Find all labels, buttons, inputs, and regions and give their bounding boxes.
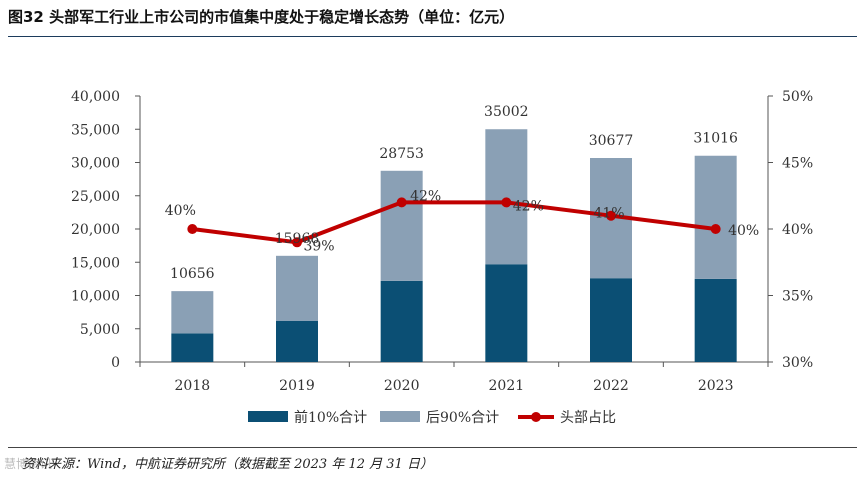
bar-rest90 [380, 170, 423, 281]
share-point [501, 197, 512, 208]
y-left-tick-label: 0 [111, 355, 120, 371]
y-right-tick-label: 50% [782, 89, 813, 105]
share-point [606, 210, 616, 221]
share-label: 40% [165, 203, 196, 219]
y-left-tick-label: 5,000 [80, 322, 120, 338]
bar-rest90 [171, 291, 214, 334]
bar-total-label: 31016 [693, 131, 738, 147]
y-right-tick-label: 30% [782, 355, 813, 371]
bar-total-label: 28753 [379, 146, 424, 162]
y-left-tick-label: 20,000 [71, 222, 120, 238]
y-right-tick-label: 45% [782, 156, 813, 172]
y-left-tick-label: 15,000 [71, 255, 120, 271]
share-point [710, 224, 721, 234]
bar-rest90 [485, 129, 528, 265]
bar-top10 [171, 333, 214, 362]
share-label: 42% [410, 188, 441, 204]
share-point [187, 224, 198, 234]
bar-total-label: 35002 [484, 104, 529, 120]
bar-rest90 [276, 255, 318, 321]
chart-title: 图32 头部军工行业上市公司的市值集中度处于稳定增长态势（单位：亿元） [8, 8, 515, 26]
share-point [396, 197, 407, 208]
share-point [292, 237, 302, 248]
legend-marker-share [531, 412, 541, 422]
legend-label-share: 头部占比 [560, 410, 616, 426]
x-tick-label: 2019 [279, 378, 315, 394]
bar-top10 [380, 280, 423, 362]
x-tick-label: 2020 [384, 378, 420, 394]
x-tick-label: 2018 [175, 378, 211, 394]
share-line [192, 200, 716, 245]
legend-swatch-top10 [248, 411, 288, 422]
y-left-tick-label: 25,000 [71, 189, 120, 205]
y-right-tick-label: 40% [782, 222, 813, 238]
footer-divider [8, 447, 857, 448]
share-label: 42% [513, 198, 544, 214]
bar-top10 [485, 264, 528, 362]
stacked-bar-line-chart: 0 5,000 10,000 15,000 20,000 25,000 30,000 35,0… [71, 89, 813, 426]
y-right-tick-label: 35% [782, 289, 813, 305]
share-label: 40% [728, 223, 759, 239]
bar-top10 [694, 278, 737, 362]
legend-swatch-rest90 [380, 411, 420, 422]
y-left-tick-label: 35,000 [71, 122, 120, 138]
bar-total-label: 10656 [170, 266, 215, 282]
bar-total-label: 30677 [589, 133, 634, 149]
y-left-tick-label: 10,000 [71, 289, 120, 305]
legend-label-rest90: 后90%合计 [426, 410, 499, 426]
source-note: 资料来源：Wind，中航证券研究所（数据截至 2023 年 12 月 31 日） [22, 457, 433, 472]
legend-label-top10: 前10%合计 [294, 409, 367, 426]
title-divider [8, 36, 857, 37]
bar-top10 [276, 320, 318, 362]
x-tick-label: 2022 [593, 378, 629, 394]
bar-top10 [590, 278, 632, 362]
share-label: 39% [303, 238, 334, 254]
y-left-tick-label: 40,000 [71, 89, 120, 105]
y-left-tick-label: 30,000 [71, 156, 120, 172]
share-label: 41% [593, 206, 624, 222]
bar-total-label: 15968 [275, 231, 320, 247]
x-tick-label: 2021 [489, 378, 525, 394]
bar-rest90 [694, 155, 737, 279]
watermark: 慧博资讯 [4, 457, 53, 471]
x-tick-label: 2023 [698, 378, 734, 394]
